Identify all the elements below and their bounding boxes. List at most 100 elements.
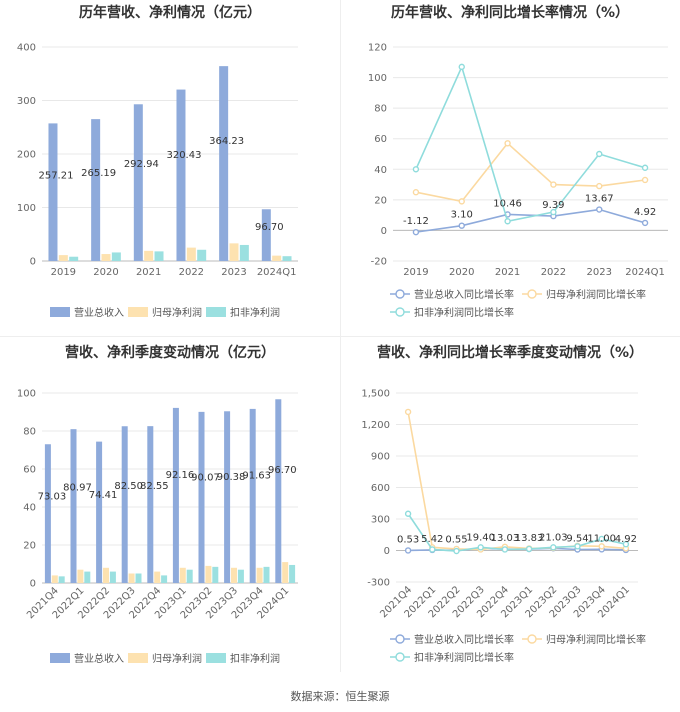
bar-revenue	[121, 426, 128, 583]
data-point	[404, 510, 412, 517]
data-point	[404, 547, 412, 554]
bar-revenue	[96, 441, 103, 583]
data-label: 82.50	[114, 481, 143, 492]
legend-label: 归母净利润同比增长率	[546, 633, 646, 646]
bar-deducted-profit	[69, 256, 79, 261]
legend-marker	[527, 634, 537, 644]
bar-revenue	[70, 429, 77, 583]
data-point	[458, 63, 465, 71]
bar-deducted-profit	[154, 251, 164, 261]
bar-net-profit	[256, 567, 263, 583]
legend-swatch	[50, 653, 70, 663]
data-label: 292.94	[124, 159, 159, 170]
data-label: 0.55	[445, 534, 467, 545]
bar-revenue	[44, 444, 51, 583]
data-point	[550, 208, 557, 216]
y-tick-label: -300	[367, 578, 390, 589]
legend-marker	[395, 652, 405, 662]
bar-deducted-profit	[212, 566, 219, 583]
bar-net-profit	[205, 565, 212, 583]
data-point	[641, 219, 649, 227]
x-tick-label: 2024Q1	[257, 267, 297, 278]
data-label: 19.40	[466, 532, 495, 543]
data-label: 3.10	[451, 210, 473, 221]
bar-deducted-profit	[186, 569, 193, 583]
data-point	[641, 164, 649, 171]
legend-marker	[395, 634, 405, 644]
chart-svg: 营收、净利季度变动情况（亿元）0204060801002021Q42022Q12…	[17, 344, 298, 665]
data-point	[596, 150, 603, 158]
y-tick-label: 60	[374, 134, 387, 145]
data-label: 265.19	[81, 168, 116, 179]
chart-title: 营收、净利同比增长率季度变动情况（%）	[377, 344, 643, 361]
data-point	[574, 543, 581, 550]
bar-deducted-profit	[289, 564, 296, 583]
x-tick-label: 2020	[449, 267, 474, 278]
y-tick-label: 0	[30, 579, 36, 590]
chart-svg: 营收、净利同比增长率季度变动情况（%） -300 0 300 600 900 1,200 1,…	[361, 344, 646, 664]
bar-revenue	[91, 119, 101, 261]
legend-label: 营业总收入同比增长率	[414, 633, 514, 646]
data-label: 5.42	[421, 534, 443, 545]
data-point	[404, 408, 412, 416]
bar-revenue	[275, 399, 282, 583]
data-point	[596, 206, 603, 213]
bar-deducted-profit	[135, 573, 142, 583]
y-tick-label: 1,200	[361, 420, 390, 431]
data-point	[596, 182, 603, 190]
data-point	[412, 228, 420, 236]
x-tick-label: 2022	[179, 267, 204, 278]
y-tick-label: 80	[374, 104, 387, 115]
data-point	[412, 189, 420, 196]
legend-label: 扣非净利润	[230, 652, 280, 665]
horizontal-divider	[0, 336, 680, 337]
data-label: 13.67	[585, 194, 614, 205]
y-tick-label: -20	[371, 257, 387, 268]
y-tick-label: 100	[17, 203, 36, 214]
legend-marker	[395, 307, 405, 317]
x-tick-label: 2020	[93, 267, 118, 278]
legend-swatch	[128, 653, 148, 663]
bar-net-profit	[128, 573, 135, 583]
bar-net-profit	[231, 567, 237, 583]
series-line-deducted-profit-growth	[415, 64, 646, 223]
data-label: 9.54	[566, 533, 588, 544]
bar-net-profit	[179, 567, 186, 583]
data-point	[598, 535, 605, 543]
y-tick-label: 0	[30, 257, 36, 268]
x-tick-label: 2023	[587, 267, 612, 278]
bar-net-profit	[186, 247, 196, 261]
legend-label: 营业总收入	[74, 652, 124, 665]
legend-swatch	[128, 307, 148, 317]
bar-deducted-profit	[58, 576, 65, 583]
y-tick-label: 60	[23, 465, 36, 476]
x-tick-label: 2019	[403, 267, 428, 278]
chart-title: 营收、净利季度变动情况（亿元）	[65, 344, 275, 361]
data-label: 74.41	[89, 490, 118, 501]
quarterly-growth-rate-chart: 营收、净利同比增长率季度变动情况（%） -300 0 300 600 900 1,200 1,…	[340, 340, 680, 680]
data-point	[598, 543, 605, 550]
chart-title: 历年营收、净利同比增长率情况（%）	[391, 4, 629, 21]
bar-deducted-profit	[197, 249, 207, 261]
x-tick-label: 2023	[221, 267, 246, 278]
legend-swatch	[50, 307, 70, 317]
y-tick-label: 100	[368, 73, 387, 84]
legend-label: 扣非净利润	[230, 306, 280, 319]
legend-label: 营业总收入	[74, 306, 124, 319]
data-source-label: 数据来源：恒生聚源	[290, 690, 390, 703]
bar-net-profit	[272, 255, 282, 261]
legend-marker	[527, 289, 537, 299]
data-label: 320.43	[166, 150, 201, 161]
legend-label: 营业总收入同比增长率	[414, 288, 514, 301]
bar-net-profit	[58, 255, 68, 261]
data-point	[477, 544, 484, 551]
legend-label: 归母净利润同比增长率	[546, 288, 646, 301]
legend-label: 归母净利润	[152, 652, 202, 665]
data-label: 82.55	[140, 481, 169, 492]
y-tick-label: 600	[371, 483, 390, 494]
y-tick-label: 20	[23, 541, 36, 552]
y-tick-label: 120	[368, 43, 387, 54]
bar-deducted-profit	[237, 569, 244, 583]
data-point	[501, 546, 509, 553]
y-tick-label: 20	[374, 195, 387, 206]
